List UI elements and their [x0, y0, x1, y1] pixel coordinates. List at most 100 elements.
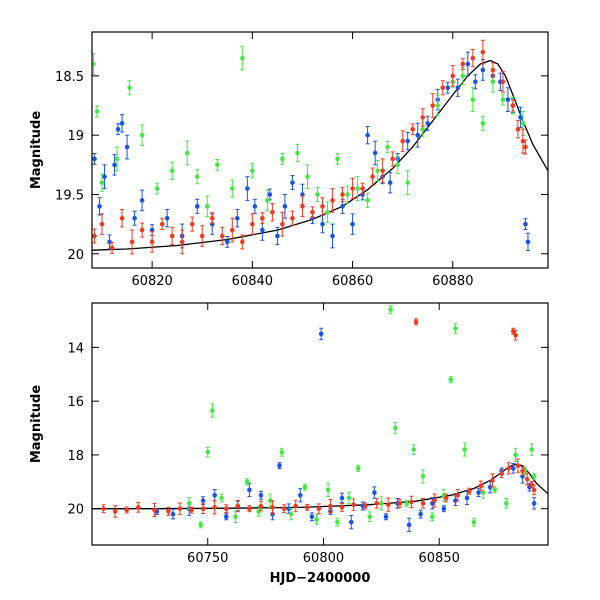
- model-curve-line: [92, 59, 548, 251]
- green-data-point: [504, 501, 509, 506]
- x-tick-label: 60800: [303, 551, 344, 566]
- red-data-point: [466, 488, 472, 494]
- blue-data-point: [318, 331, 324, 337]
- red-data-point: [529, 482, 535, 487]
- green-data-point: [210, 408, 215, 413]
- bottom-data-points: [101, 305, 537, 532]
- y-tick-label: 18: [67, 449, 84, 464]
- blue-data-point: [102, 174, 107, 179]
- green-data-point: [230, 186, 235, 191]
- blue-data-point: [465, 61, 471, 67]
- red-data-point: [350, 186, 355, 191]
- blue-data-point: [360, 192, 365, 197]
- y-tick-label: 20: [67, 503, 84, 518]
- blue-data-point: [320, 221, 325, 227]
- blue-data-point: [309, 514, 315, 520]
- top-plot-frame: [91, 31, 549, 269]
- red-data-point: [258, 503, 264, 509]
- green-data-point: [420, 126, 426, 132]
- red-data-point: [316, 506, 322, 512]
- blue-data-point: [119, 121, 125, 126]
- red-data-point: [440, 85, 446, 91]
- red-data-point: [270, 505, 275, 510]
- blue-data-point: [124, 144, 130, 150]
- red-data-point: [330, 198, 335, 203]
- x-tick-label: 60820: [131, 274, 172, 289]
- green-data-point: [94, 109, 100, 114]
- red-data-point: [523, 144, 528, 150]
- blue-data-point: [453, 498, 458, 503]
- green-data-point: [288, 511, 294, 517]
- blue-data-point: [464, 495, 470, 501]
- green-data-point: [429, 514, 435, 520]
- red-data-point: [304, 505, 310, 510]
- blue-data-point: [487, 484, 493, 490]
- green-data-point: [462, 447, 467, 452]
- green-data-point: [480, 490, 486, 495]
- blue-data-point: [415, 132, 421, 138]
- red-data-point: [370, 174, 375, 179]
- red-data-point: [397, 501, 403, 506]
- green-data-point: [375, 168, 380, 174]
- blue-data-point: [330, 233, 335, 239]
- green-data-point: [219, 495, 224, 501]
- blue-data-point: [455, 85, 461, 91]
- green-data-point: [325, 209, 330, 215]
- blue-data-point: [164, 215, 170, 221]
- green-data-point: [480, 121, 486, 126]
- red-data-point: [200, 506, 206, 512]
- red-data-point: [135, 505, 141, 510]
- blue-data-point: [200, 498, 206, 503]
- blue-data-point: [298, 492, 303, 498]
- red-data-point: [280, 221, 285, 227]
- y-tick-label: 14: [67, 341, 84, 356]
- green-data-point: [279, 449, 285, 455]
- blue-data-point: [340, 204, 345, 209]
- red-data-point: [510, 103, 516, 108]
- blue-data-point: [523, 221, 528, 227]
- red-data-point: [189, 507, 194, 513]
- red-data-point: [293, 503, 298, 509]
- red-data-point: [390, 156, 395, 162]
- green-data-point: [305, 174, 310, 179]
- blue-data-point: [275, 233, 280, 239]
- blue-data-point: [350, 221, 355, 227]
- red-data-point: [513, 332, 518, 338]
- red-data-point: [410, 126, 416, 132]
- green-data-point: [244, 479, 250, 485]
- green-data-point: [186, 501, 192, 506]
- green-data-point: [492, 487, 498, 493]
- red-data-point: [240, 239, 245, 245]
- top-light-curve-panel: 60820 60840 60860 60880 18.5 19 19.5 20 Magnitu…: [29, 31, 549, 289]
- blue-data-point: [480, 67, 486, 73]
- green-data-point: [346, 495, 352, 501]
- blue-data-point: [224, 239, 230, 245]
- red-data-point: [362, 503, 368, 509]
- red-data-point: [209, 215, 215, 221]
- y-tick-label: 19: [67, 129, 84, 144]
- red-data-point: [360, 186, 365, 191]
- red-data-point: [99, 221, 105, 227]
- x-tick-label: 60840: [232, 274, 273, 289]
- green-data-point: [392, 425, 398, 431]
- red-data-point: [212, 505, 217, 510]
- red-data-point: [328, 503, 333, 509]
- bottom-plot-frame: [91, 302, 549, 546]
- red-data-point: [524, 476, 530, 482]
- x-tick-label: 60850: [419, 551, 460, 566]
- red-data-point: [478, 483, 484, 489]
- blue-data-point: [97, 204, 102, 209]
- red-data-point: [169, 233, 175, 239]
- blue-data-point: [282, 204, 288, 209]
- blue-data-point: [441, 506, 447, 512]
- red-data-point: [129, 239, 135, 245]
- red-data-point: [179, 239, 185, 245]
- blue-data-point: [92, 156, 97, 162]
- red-data-point: [520, 138, 526, 144]
- x-tick-label: 60880: [432, 274, 473, 289]
- red-data-point: [119, 215, 125, 221]
- green-data-point: [335, 156, 340, 162]
- red-data-point: [490, 67, 496, 73]
- blue-data-point: [107, 239, 112, 245]
- green-data-point: [214, 162, 220, 168]
